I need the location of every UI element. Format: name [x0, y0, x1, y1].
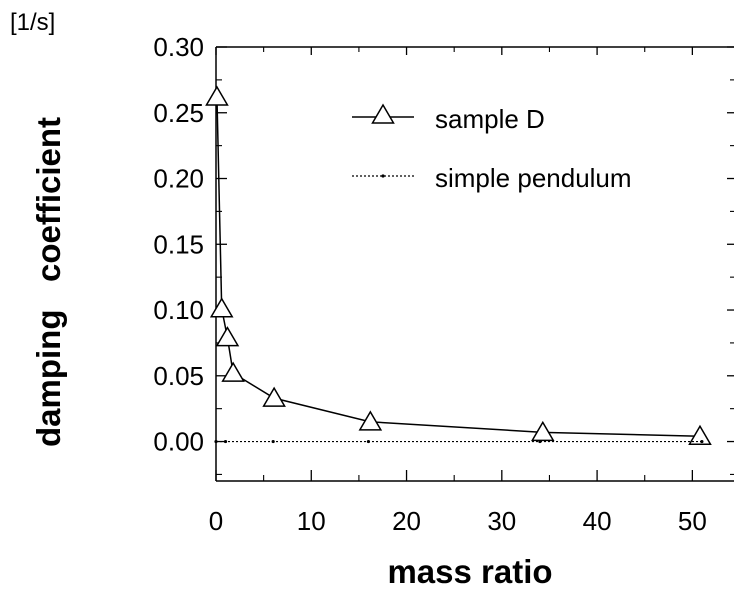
x-tick-label: 50 [678, 506, 707, 536]
series-line-sample-d [216, 96, 701, 438]
axes-layer: 0.00 0.05 0.10 0.15 0.20 0.25 0.30 0 10 20 30 40 50 [153, 32, 734, 536]
y-tick-label: 0.10 [153, 295, 204, 325]
legend-label-simple-pendulum: simple pendulum [435, 163, 632, 193]
y-tick-label: 0.15 [153, 229, 204, 259]
data-point-triangle [221, 361, 245, 382]
data-point-triangle [205, 85, 229, 106]
legend: sample D simple pendulum [352, 103, 632, 193]
data-point-dot [538, 439, 542, 444]
x-tick-label: 10 [297, 506, 326, 536]
y-tick-label: 0.25 [153, 98, 204, 128]
legend-marker-triangle [371, 103, 395, 124]
data-point-dot [700, 439, 704, 444]
x-tick-label: 20 [392, 506, 421, 536]
y-tick-label: 0.05 [153, 361, 204, 391]
data-point-triangle [262, 386, 286, 407]
series-layer [205, 85, 712, 446]
x-tick-label: 40 [583, 506, 612, 536]
data-point-dot [223, 439, 228, 444]
y-axis-unit: [1/s] [10, 9, 55, 36]
legend-label-sample-d: sample D [435, 104, 545, 134]
data-point-triangle [215, 326, 240, 347]
y-axis-title: damping coefficient [30, 117, 67, 447]
data-point-dot [271, 439, 275, 444]
data-point-triangle [688, 424, 712, 446]
data-point-triangle [358, 410, 383, 431]
legend-marker-dot [381, 174, 385, 178]
y-tick-label: 0.20 [153, 164, 204, 194]
x-tick-label: 0 [209, 506, 223, 536]
x-axis-title: mass ratio [387, 553, 552, 590]
data-point-triangle [209, 297, 234, 318]
y-tick-label: 0.30 [153, 32, 204, 62]
y-tick-label: 0.00 [153, 427, 204, 457]
data-point-dot [214, 439, 218, 444]
data-point-triangle [530, 420, 555, 442]
x-tick-label: 30 [487, 506, 516, 536]
data-point-dot [366, 439, 371, 444]
